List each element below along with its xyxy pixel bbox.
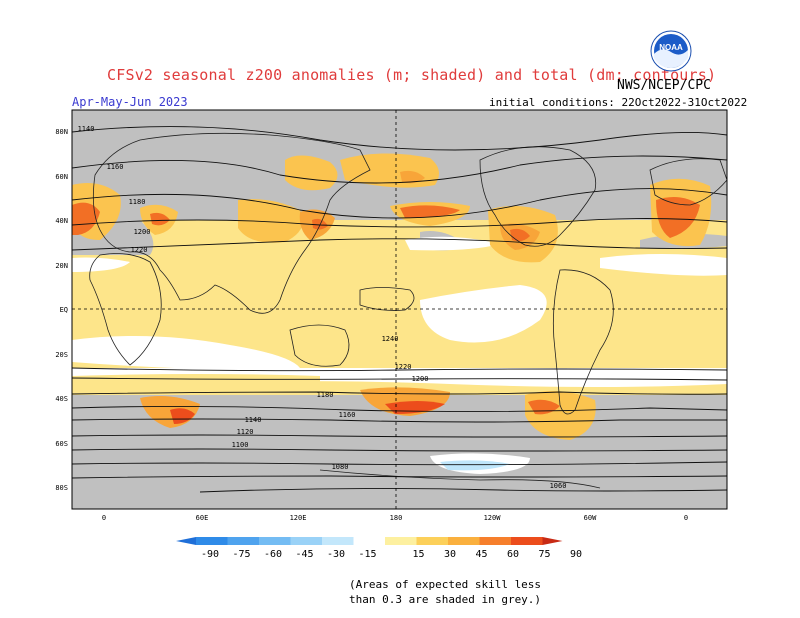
contour-label: 1100 (232, 441, 249, 449)
anomaly-45-aleutian (400, 170, 425, 184)
contour-label: 1120 (237, 428, 254, 436)
noaa-logo-text: NOAA (659, 43, 683, 52)
contour-labels: 1140116011801200122012401220120011801160… (78, 125, 567, 490)
anomaly-60-europe-west (72, 202, 100, 235)
white-area-3 (600, 254, 727, 276)
colorbar-segment (227, 537, 259, 545)
colorbar-tick: 45 (475, 549, 487, 560)
colorbar-segment (322, 537, 354, 545)
colorbar-tick: 75 (538, 549, 550, 560)
colorbar-segment (196, 537, 228, 545)
lat-label: 20N (55, 262, 68, 270)
colorbar-tick: -30 (327, 549, 345, 560)
white-band-south (72, 368, 727, 387)
lon-label: 0 (102, 514, 106, 522)
colorbar-tick: 30 (444, 549, 456, 560)
yellow-band-south (72, 374, 320, 394)
lon-label: 120E (290, 514, 307, 522)
contour-label: 1080 (332, 463, 349, 471)
colorbar: -90 -75 -60 -45 -30 -15 15 30 45 60 75 90 (176, 537, 582, 560)
lon-label: 120W (484, 514, 502, 522)
lon-label: 180 (390, 514, 403, 522)
lat-label: EQ (60, 306, 68, 314)
contour-label: 1140 (245, 416, 262, 424)
contour-label: 1240 (382, 335, 399, 343)
lat-label: 60N (55, 173, 68, 181)
colorbar-tick: -75 (232, 549, 250, 560)
colorbar-right-arrow (542, 537, 563, 545)
colorbar-segment (448, 537, 480, 545)
contour-label: 1160 (339, 411, 356, 419)
colorbar-tick: 60 (507, 549, 519, 560)
anomaly-60-europe (656, 196, 700, 238)
colorbar-segment (511, 537, 543, 545)
contour-label: 1060 (550, 482, 567, 490)
skill-note: (Areas of expected skill less than 0.3 a… (349, 577, 541, 607)
lat-label: 40N (55, 217, 68, 225)
lon-label: 60W (584, 514, 597, 522)
colorbar-segment (416, 537, 448, 545)
colorbar-tick: -15 (358, 549, 376, 560)
contour-label: 1200 (134, 228, 151, 236)
reference-lines (72, 110, 727, 509)
noaa-logo: NOAA (650, 30, 692, 72)
colorbar-left-arrow (176, 537, 196, 545)
white-area-1 (72, 257, 130, 272)
white-area-6 (495, 286, 535, 302)
forecast-period: Apr-May-Jun 2023 (72, 95, 188, 109)
skill-note-line1: (Areas of expected skill less (349, 578, 542, 591)
colorbar-segment (259, 537, 291, 545)
latitude-labels: 80N 60N 40N 20N EQ 20S 40S 60S 80S (55, 128, 68, 492)
longitude-labels: 0 60E 120E 180 120W 60W 0 (102, 514, 688, 522)
colorbar-tick: 15 (412, 549, 424, 560)
lon-label: 60E (196, 514, 209, 522)
colorbar-segment (385, 537, 417, 545)
anomaly-30-north-pacific (285, 155, 338, 191)
anomaly-60-north-pacific (400, 205, 460, 218)
anomaly-60-north-america (510, 228, 530, 242)
anomaly-75-south-indian (170, 408, 195, 424)
contour-label: 1160 (107, 163, 124, 171)
white-area-4 (72, 336, 300, 370)
colorbar-tick: -45 (295, 549, 313, 560)
lat-label: 20S (55, 351, 68, 359)
anomaly-60-middle-east (150, 212, 170, 226)
lat-label: 40S (55, 395, 68, 403)
height-contours (72, 126, 727, 493)
colorbar-segment (290, 537, 322, 545)
colorbar-tick: 90 (570, 549, 582, 560)
contour-label: 1180 (129, 198, 146, 206)
agency-label: NWS/NCEP/CPC (617, 78, 711, 93)
anomaly-neg15-antarctic (440, 460, 510, 471)
anomaly-30-china (238, 199, 303, 243)
lon-label: 0 (684, 514, 688, 522)
colorbar-segment (479, 537, 511, 545)
contour-label: 1220 (395, 363, 412, 371)
skill-note-line2: than 0.3 are shaded in grey.) (349, 593, 542, 606)
contour-label: 1180 (317, 391, 334, 399)
lat-label: 80S (55, 484, 68, 492)
colorbar-tick: -90 (201, 549, 219, 560)
colorbar-tick: -60 (264, 549, 282, 560)
lat-label: 60S (55, 440, 68, 448)
contour-label: 1220 (131, 246, 148, 254)
initial-conditions: initial conditions: 22Oct2022-31Oct2022 (489, 96, 748, 109)
chart-title: CFSv2 seasonal z200 anomalies (m; shaded… (107, 66, 717, 84)
lat-label: 80N (55, 128, 68, 136)
contour-label: 1200 (412, 375, 429, 383)
map-frame (71, 109, 728, 510)
contour-label: 1140 (78, 125, 95, 133)
colorbar-segment (353, 537, 385, 545)
